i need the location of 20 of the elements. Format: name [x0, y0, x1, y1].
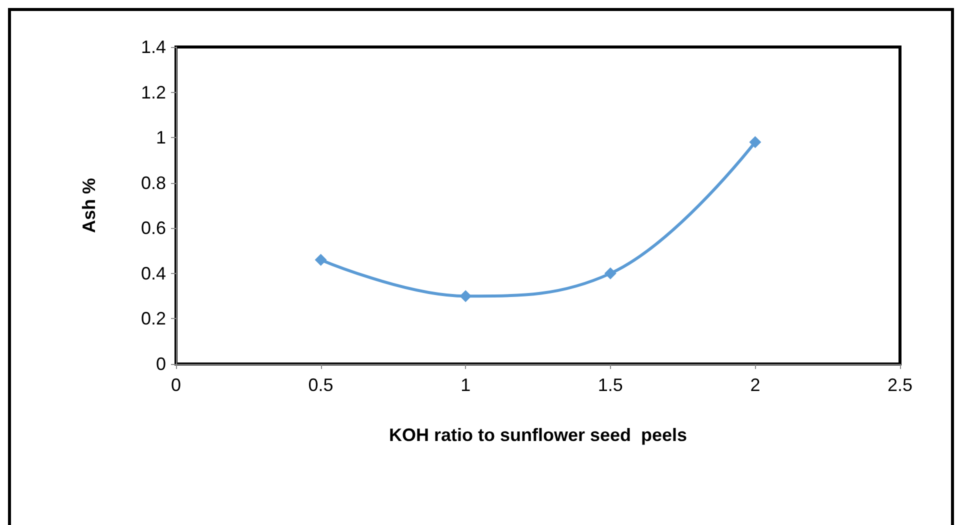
x-tick-label: 1: [460, 375, 471, 395]
y-tick-label: 0: [156, 354, 166, 374]
y-tick-label: 0.4: [140, 263, 166, 284]
y-tick-label: 1.2: [140, 82, 166, 102]
point: [460, 290, 472, 302]
y-tick-label: 0.8: [140, 172, 166, 193]
point: [749, 136, 762, 148]
y-tick-label: 1.4: [140, 37, 166, 57]
x-tick-label: 0: [170, 375, 182, 395]
x-tick-label: 2.5: [887, 375, 913, 395]
y-axis-title: Ash %: [79, 178, 99, 234]
y-tick-label: 0.6: [140, 218, 166, 238]
x-tick-label: 2: [750, 375, 760, 395]
y-tick-label: 0.2: [140, 308, 166, 329]
y-tick-label: 1: [156, 128, 166, 148]
point: [314, 254, 327, 266]
point: [604, 267, 616, 280]
x-tick-label: 0.5: [308, 375, 334, 395]
x-axis-title: KOH ratio to sunflower seed peels: [388, 425, 688, 445]
x-tick-label: 1.5: [598, 375, 623, 395]
